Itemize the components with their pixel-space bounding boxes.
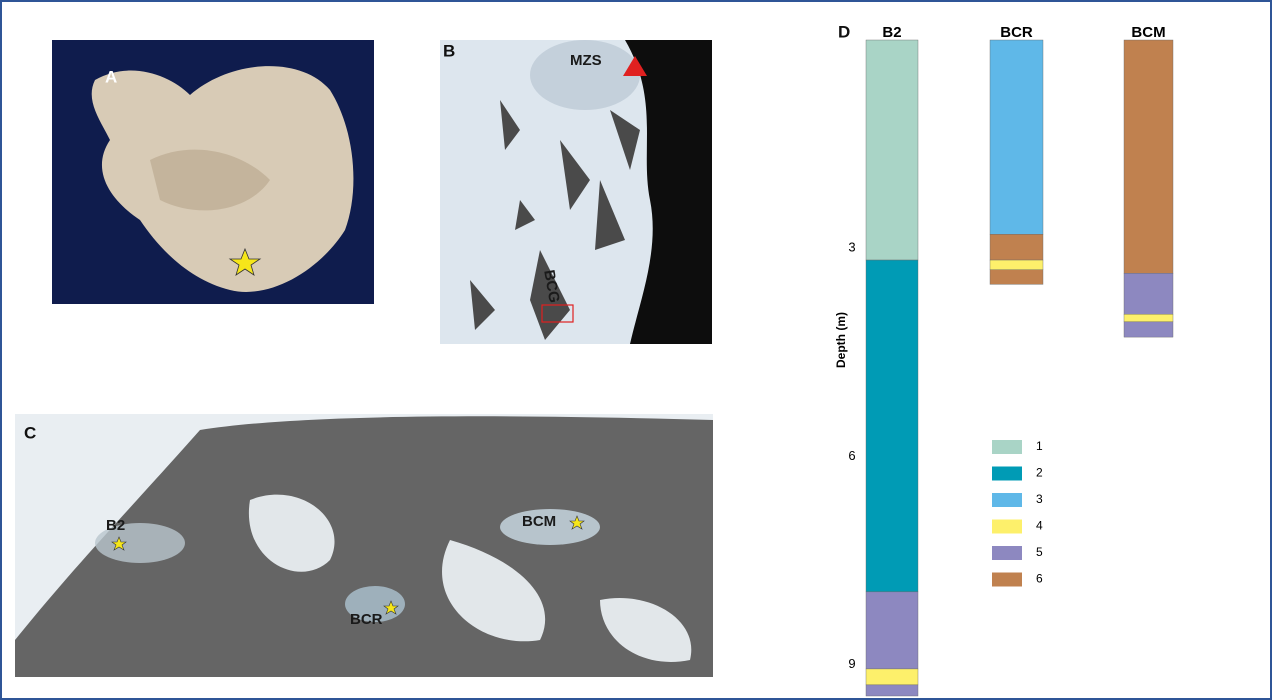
- column-label: B2: [882, 24, 901, 41]
- legend-label: 3: [1036, 492, 1043, 506]
- layer: [990, 260, 1043, 270]
- legend-swatch: [992, 493, 1022, 507]
- figure: A B MZS BCG C B2 BCM BCR D Depth (m) 369…: [0, 0, 1272, 700]
- panel-label: A: [105, 67, 117, 86]
- panel-label: B: [443, 41, 455, 60]
- panel-b: B MZS BCG: [440, 40, 712, 344]
- legend-label: 5: [1036, 545, 1043, 559]
- layer: [866, 685, 918, 696]
- legend-label: 2: [1036, 466, 1043, 480]
- panel-label: C: [24, 423, 36, 442]
- y-tick-label: 6: [848, 448, 855, 463]
- layer: [1124, 40, 1173, 273]
- panel-c: C B2 BCM BCR: [15, 414, 713, 677]
- layer: [1124, 314, 1173, 322]
- map-label: MZS: [570, 52, 602, 69]
- layer: [866, 592, 918, 669]
- y-tick-label: 3: [848, 240, 855, 255]
- layer: [1124, 273, 1173, 314]
- map-label: B2: [106, 517, 125, 534]
- legend-label: 4: [1036, 519, 1043, 533]
- layer: [990, 270, 1043, 285]
- legend-swatch: [992, 467, 1022, 481]
- panel-label: D: [838, 22, 850, 41]
- y-tick-label: 9: [848, 656, 855, 671]
- layer: [990, 40, 1043, 234]
- legend-swatch: [992, 546, 1022, 560]
- legend-swatch: [992, 440, 1022, 454]
- legend-label: 1: [1036, 439, 1043, 453]
- legend-swatch: [992, 520, 1022, 534]
- y-axis-label: Depth (m): [834, 312, 848, 368]
- column-label: BCR: [1000, 24, 1033, 41]
- panel-a: A: [52, 40, 374, 304]
- legend-label: 6: [1036, 572, 1043, 586]
- legend-swatch: [992, 573, 1022, 587]
- map-label: BCM: [522, 513, 556, 530]
- layer: [990, 234, 1043, 260]
- layer: [1124, 322, 1173, 337]
- layer: [866, 669, 918, 685]
- layer: [866, 260, 918, 592]
- ice: [530, 40, 640, 110]
- column-label: BCM: [1131, 24, 1165, 41]
- layer: [866, 40, 918, 260]
- map-label: BCR: [350, 611, 383, 628]
